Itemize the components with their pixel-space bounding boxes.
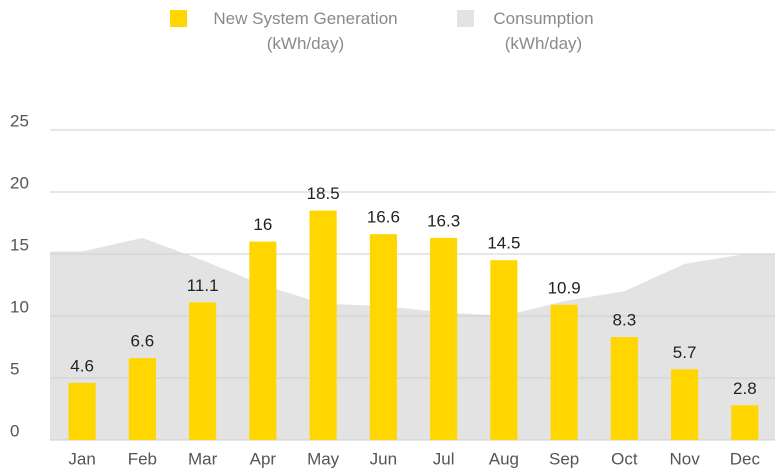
x-tick-label: Aug	[489, 449, 519, 468]
bar	[430, 237, 458, 440]
x-tick-label: Oct	[611, 449, 638, 468]
y-tick-label: 15	[10, 235, 29, 254]
bar	[610, 337, 638, 440]
x-tick-label: Sep	[549, 449, 579, 468]
x-tick-label: Jul	[433, 449, 455, 468]
legend-entry: Consumption (kWh/day)	[456, 6, 606, 56]
x-tick-label: Nov	[670, 449, 701, 468]
bar	[490, 260, 518, 440]
x-tick-label: May	[307, 449, 340, 468]
bar	[189, 302, 217, 440]
legend-label: Consumption (kWh/day)	[493, 9, 594, 53]
area	[50, 237, 775, 440]
legend-swatch	[456, 10, 474, 27]
y-tick-label: 25	[10, 111, 29, 130]
y-tick-label: 5	[10, 359, 19, 378]
data-label: 5.7	[673, 343, 697, 362]
x-tick-label: Jun	[370, 449, 397, 468]
data-label: 11.1	[187, 276, 219, 295]
legend-label: New System Generation (kWh/day)	[213, 9, 398, 53]
y-tick-label: 10	[10, 297, 29, 316]
data-label: 10.9	[548, 278, 581, 297]
bar	[731, 405, 759, 440]
legend-swatch	[169, 10, 187, 27]
x-tick-label: Jan	[68, 449, 95, 468]
x-tick-label: Apr	[250, 449, 277, 468]
bar	[309, 210, 337, 440]
x-tick-label: Mar	[188, 449, 218, 468]
y-tick-label: 20	[10, 173, 29, 192]
data-label: 18.5	[307, 184, 340, 203]
legend: New System Generation (kWh/day) Consumpt…	[0, 6, 775, 56]
x-tick-label: Feb	[128, 449, 157, 468]
data-label: 16	[253, 215, 272, 234]
x-tick-label: Dec	[730, 449, 761, 468]
bar	[369, 234, 397, 440]
data-label: 4.6	[70, 356, 94, 375]
bar	[68, 382, 96, 440]
data-label: 6.6	[131, 332, 155, 351]
data-label: 14.5	[487, 234, 520, 253]
data-label: 2.8	[733, 379, 757, 398]
legend-entry: New System Generation (kWh/day)	[169, 6, 417, 56]
bar	[671, 369, 699, 440]
bar	[550, 304, 578, 440]
y-tick-label: 0	[10, 421, 19, 440]
data-label: 8.3	[613, 311, 637, 330]
bar	[128, 358, 156, 440]
data-label: 16.6	[367, 208, 400, 227]
bar	[249, 241, 277, 440]
data-label: 16.3	[427, 211, 460, 230]
